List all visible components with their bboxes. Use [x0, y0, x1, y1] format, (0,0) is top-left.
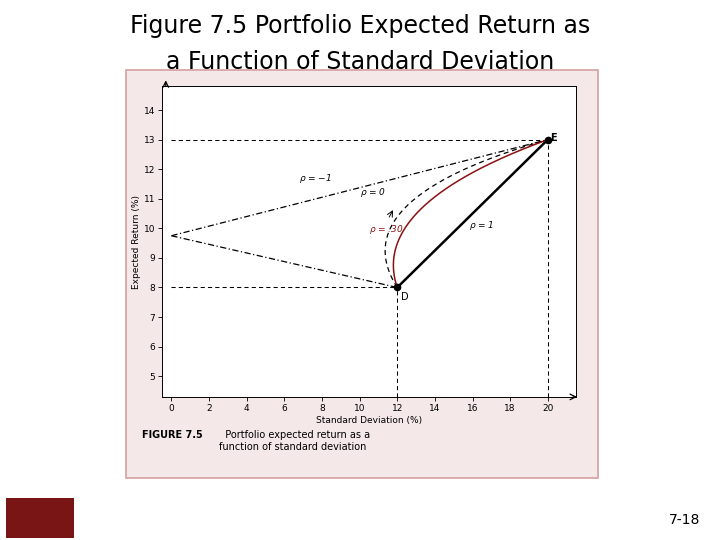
Bar — [6, 498, 74, 538]
Text: $\rho$ = 1: $\rho$ = 1 — [469, 219, 494, 232]
Text: FIGURE 7.5: FIGURE 7.5 — [142, 430, 203, 441]
Text: $\rho$ = 0: $\rho$ = 0 — [359, 186, 386, 199]
Text: E: E — [551, 133, 557, 143]
Y-axis label: Expected Return (%): Expected Return (%) — [132, 194, 141, 289]
Text: D: D — [401, 292, 409, 302]
Text: $\rho$ = .30: $\rho$ = .30 — [369, 224, 404, 237]
Text: a Function of Standard Deviation: a Function of Standard Deviation — [166, 50, 554, 73]
X-axis label: Standard Deviation (%): Standard Deviation (%) — [316, 416, 422, 424]
Text: 7-18: 7-18 — [668, 513, 700, 527]
Text: $\rho$ = −1: $\rho$ = −1 — [300, 172, 332, 185]
Text: Portfolio expected return as a
function of standard deviation: Portfolio expected return as a function … — [219, 430, 370, 452]
Text: Figure 7.5 Portfolio Expected Return as: Figure 7.5 Portfolio Expected Return as — [130, 14, 590, 37]
